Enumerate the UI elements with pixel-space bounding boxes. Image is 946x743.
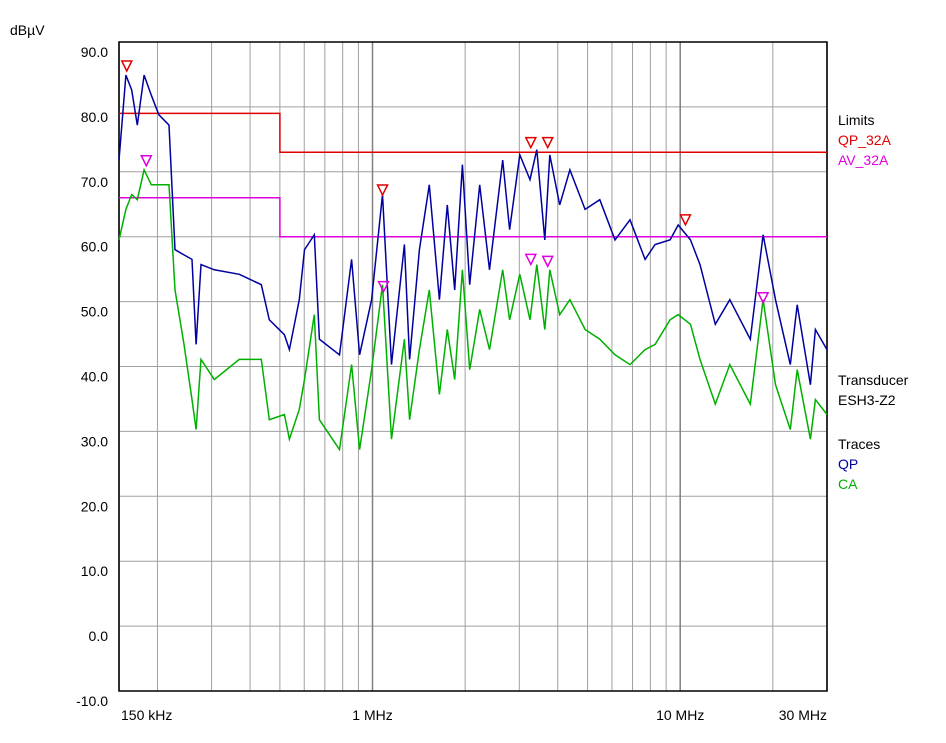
legend-entry: AV_32A (838, 152, 889, 168)
peak-marker (524, 136, 538, 150)
peak-marker (377, 280, 390, 294)
legend-entry: ESH3-Z2 (838, 392, 896, 408)
legend-title: Transducer (838, 372, 909, 388)
legend-entry: QP_32A (838, 132, 892, 148)
trace-line (118, 167, 828, 452)
y-tick-label: 60.0 (81, 239, 108, 255)
peak-marker (140, 155, 153, 168)
y-tick-label: 90.0 (81, 44, 108, 60)
peak-marker (756, 291, 770, 305)
legend-entry: QP (838, 456, 858, 472)
plot-frame (118, 41, 828, 692)
y-tick-label: 70.0 (81, 174, 108, 190)
peak-marker (120, 60, 133, 73)
y-tick-label: -10.0 (76, 693, 108, 709)
y-tick-label: 40.0 (81, 369, 108, 385)
peak-marker (524, 253, 538, 267)
legend-entry: CA (838, 476, 858, 492)
x-tick-label: 150 kHz (121, 707, 172, 723)
peak-marker (376, 184, 389, 197)
y-tick-label: 10.0 (81, 563, 108, 579)
y-tick-label: 50.0 (81, 304, 108, 320)
y-tick-label: 20.0 (81, 498, 108, 514)
y-tick-label: 30.0 (81, 433, 108, 449)
peak-marker (541, 136, 554, 150)
trace-line (118, 74, 828, 385)
x-tick-label: 1 MHz (352, 707, 392, 723)
x-tick-label: 30 MHz (779, 707, 827, 723)
legend-title: Limits (838, 112, 875, 128)
y-axis-label: dBµV (10, 22, 45, 38)
limit-line (119, 112, 827, 154)
peak-marker (541, 255, 554, 269)
y-tick-label: 80.0 (81, 109, 108, 125)
y-tick-label: 0.0 (89, 628, 109, 644)
peak-marker (679, 214, 692, 227)
limit-line (119, 197, 827, 238)
x-tick-label: 10 MHz (656, 707, 704, 723)
legend-title: Traces (838, 436, 880, 452)
